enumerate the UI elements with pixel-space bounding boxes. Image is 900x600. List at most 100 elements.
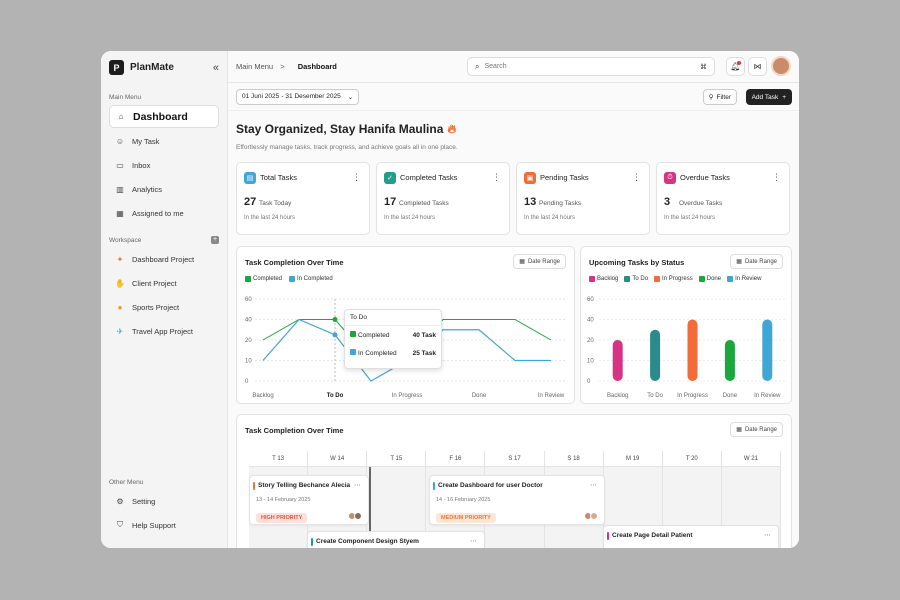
filter-button[interactable]: ⚲ Filter xyxy=(702,89,737,105)
timeline-day-label: T 15 xyxy=(367,451,426,467)
chart-tooltip: To Do Completed 40 Task In Completed 25 … xyxy=(344,309,442,369)
main-content: Main Menu > Dashboard ⌕ Search ⌘ 🔔︎ ⋈ 01… xyxy=(228,51,799,548)
priority-badge: MEDIUM PRIORITY xyxy=(436,513,496,523)
sidebar-item-dashboard[interactable]: ⌂ Dashboard xyxy=(109,105,219,128)
total-tasks-icon: ▤ xyxy=(244,172,256,184)
bar-chart-card: Upcoming Tasks by Status ▦ Date Range Ba… xyxy=(580,246,792,404)
y-tick-label: 60 xyxy=(245,297,252,303)
share-button[interactable]: ⋈ xyxy=(748,57,767,76)
y-tick-label: 20 xyxy=(587,338,594,344)
task-card-component-design[interactable]: Create Component Design Styem ⋯ xyxy=(307,531,485,548)
stat-card-completed[interactable]: ✓ Completed Tasks ⋮ 17 Completed Tasks I… xyxy=(376,162,510,235)
filter-icon: ⚲ xyxy=(708,94,714,101)
x-tick-label: To Do xyxy=(647,393,663,399)
sidebar-item-dashboard-project[interactable]: ✦ Dashboard Project xyxy=(109,248,219,270)
legend-todo: To Do xyxy=(624,276,648,282)
filter-label: Filter xyxy=(716,93,731,101)
date-range-picker[interactable]: 01 Juni 2025 - 31 Desember 2025 ⌄ xyxy=(236,88,360,105)
x-tick-label: Done xyxy=(723,393,738,399)
more-vertical-icon[interactable]: ⋮ xyxy=(352,172,361,182)
other-menu-label: Other Menu xyxy=(109,479,144,486)
inbox-icon: ▭ xyxy=(116,160,124,170)
stat-value: 27 xyxy=(244,196,257,208)
sidebar-item-inbox[interactable]: ▭ Inbox xyxy=(109,154,219,176)
avatar[interactable] xyxy=(771,56,791,76)
calendar-icon: ▦ xyxy=(736,259,742,265)
notification-button[interactable]: 🔔︎ xyxy=(726,57,745,76)
task-card-storytelling[interactable]: Story Telling Bechance Alecia ⋯ 13 - 14 … xyxy=(249,475,369,525)
timeline-day-column: W 21 xyxy=(721,451,781,548)
add-task-button[interactable]: Add Task + xyxy=(745,89,792,105)
task-title: Story Telling Bechance Alecia xyxy=(258,482,351,489)
stat-card-overdue[interactable]: ⏱ Overdue Tasks ⋮ 3 Overdue Tasks In the… xyxy=(656,162,790,235)
stat-value: 3 xyxy=(664,196,671,208)
timeline-day-column: T 15 xyxy=(367,451,427,548)
search-input[interactable]: ⌕ Search ⌘ xyxy=(467,57,715,76)
sidebar-item-my-task[interactable]: ☺ My Task xyxy=(109,130,219,152)
stat-note: In the last 24 hours xyxy=(524,215,576,221)
pending-tasks-icon: ▣ xyxy=(524,172,536,184)
sidebar-item-label: Help Support xyxy=(132,520,176,530)
task-date: 14 - 16 February 2025 xyxy=(436,497,491,503)
stat-card-total[interactable]: ▤ Total Tasks ⋮ 27 Task Today In the las… xyxy=(236,162,370,235)
sidebar-item-label: Analytics xyxy=(132,184,163,194)
y-tick-label: 10 xyxy=(245,359,252,365)
task-icon: ☺ xyxy=(115,136,125,146)
stat-title: Pending Tasks xyxy=(540,173,589,182)
sidebar-item-help-support[interactable]: ⛉ Help Support xyxy=(109,514,219,536)
sidebar-item-client-project[interactable]: ✋ Client Project xyxy=(109,272,219,294)
y-tick-label: 0 xyxy=(587,379,591,385)
overdue-tasks-icon: ⏱ xyxy=(664,172,676,184)
x-tick-label: In Review xyxy=(754,393,781,399)
calendar-icon: ▦ xyxy=(519,259,525,265)
timeline-day-column: M 19 xyxy=(603,451,663,548)
task-title: Create Component Design Styem xyxy=(316,538,419,545)
completed-tasks-icon: ✓ xyxy=(384,172,396,184)
brand[interactable]: P PlanMate xyxy=(101,51,227,84)
stat-unit: Overdue Tasks xyxy=(679,200,723,207)
add-task-label: Add Task xyxy=(751,93,779,101)
more-vertical-icon[interactable]: ⋮ xyxy=(772,172,781,182)
sidebar-item-assigned[interactable]: ▦ Assigned to me xyxy=(109,202,219,224)
add-workspace-icon[interactable]: + xyxy=(211,236,219,244)
sidebar-item-analytics[interactable]: ▥ Analytics xyxy=(109,178,219,200)
more-vertical-icon[interactable]: ⋮ xyxy=(492,172,501,182)
plus-icon: + xyxy=(782,93,786,101)
more-horizontal-icon[interactable]: ⋯ xyxy=(590,482,597,489)
sidebar-item-label: My Task xyxy=(132,136,160,146)
collapse-sidebar-icon[interactable]: « xyxy=(212,62,219,74)
bar-to-do xyxy=(650,329,661,381)
shield-icon: ⛉ xyxy=(117,520,123,529)
sidebar-item-sports-project[interactable]: ● Sports Project xyxy=(109,296,219,318)
more-horizontal-icon[interactable]: ⋯ xyxy=(470,538,477,545)
sidebar-item-label: Dashboard xyxy=(133,110,188,123)
more-horizontal-icon[interactable]: ⋯ xyxy=(764,532,771,539)
fire-icon: 🔥︎ xyxy=(447,122,457,136)
date-range-button[interactable]: ▦ Date Range xyxy=(730,422,783,437)
timeline-title: Task Completion Over Time xyxy=(245,426,344,435)
toolbar: 01 Juni 2025 - 31 Desember 2025 ⌄ ⚲ Filt… xyxy=(228,83,799,111)
sidebar-item-setting[interactable]: ⚙ Setting xyxy=(109,490,219,512)
more-vertical-icon[interactable]: ⋮ xyxy=(632,172,641,182)
sidebar-item-travel-project[interactable]: ✈ Travel App Project xyxy=(109,320,219,342)
search-placeholder: Search xyxy=(484,63,507,70)
more-horizontal-icon[interactable]: ⋯ xyxy=(354,482,361,489)
date-range-button[interactable]: ▦ Date Range xyxy=(730,254,783,269)
stat-card-pending[interactable]: ▣ Pending Tasks ⋮ 13 Pending Tasks In th… xyxy=(516,162,650,235)
task-title: Create Dashboard for user Doctor xyxy=(438,482,543,489)
chevron-down-icon: ⌄ xyxy=(347,93,354,101)
y-tick-label: 0 xyxy=(245,379,249,385)
line-chart-title: Task Completion Over Time xyxy=(245,258,344,267)
stat-title: Overdue Tasks xyxy=(680,173,730,182)
date-range-button[interactable]: ▦ Date Range xyxy=(513,254,566,269)
breadcrumb-root[interactable]: Main Menu xyxy=(236,62,274,71)
assignee-avatars xyxy=(584,512,598,520)
main-menu-label: Main Menu xyxy=(109,94,142,101)
bar-in-progress xyxy=(687,319,698,381)
sidebar-item-label: Assigned to me xyxy=(132,208,184,218)
task-card-dashboard-doctor[interactable]: Create Dashboard for user Doctor ⋯ 14 - … xyxy=(429,475,605,525)
workspace-label: Workspace xyxy=(109,236,142,244)
calendar-icon: ▦ xyxy=(736,427,742,433)
legend-in-review: In Review xyxy=(727,276,761,282)
task-card-page-detail[interactable]: Create Page Detail Patient ⋯ xyxy=(603,525,779,548)
